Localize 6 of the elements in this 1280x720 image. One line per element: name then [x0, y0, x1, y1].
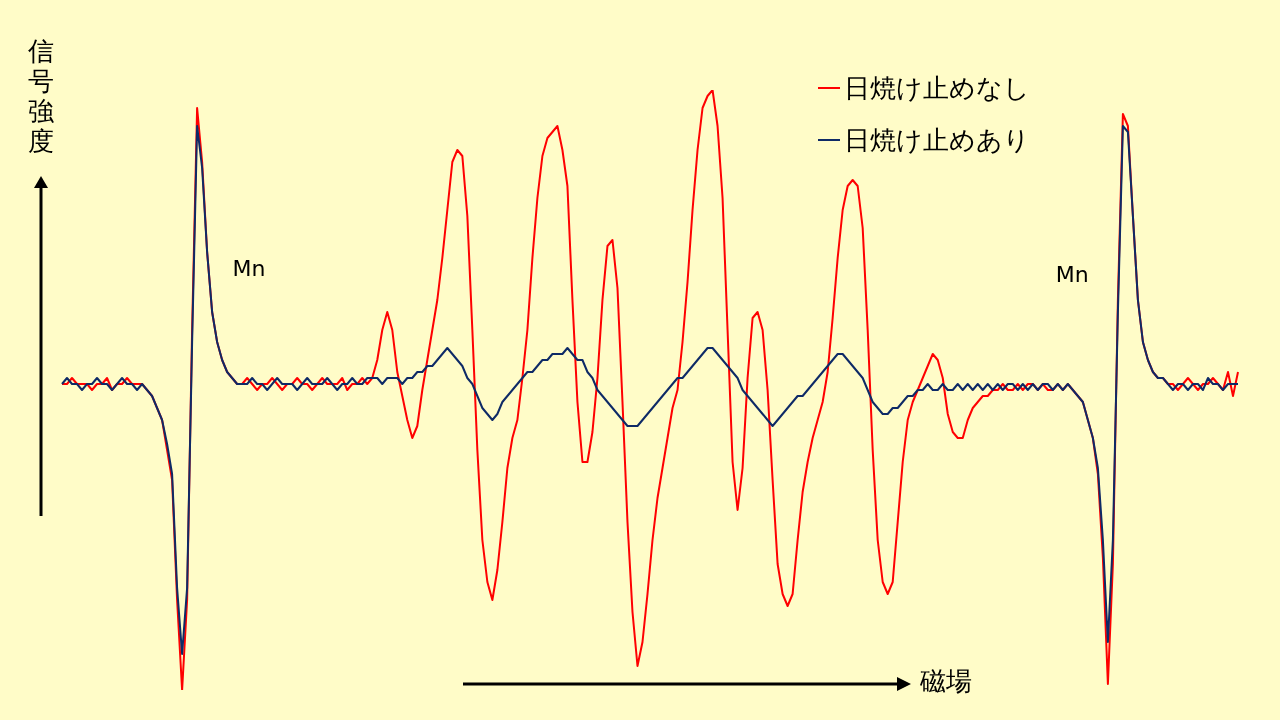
- y-axis-title: 信号強度: [28, 36, 55, 156]
- x-axis-title: 磁場: [920, 665, 972, 698]
- legend-label: 日焼け止めあり: [844, 123, 1030, 157]
- legend-label: 日焼け止めなし: [844, 71, 1030, 105]
- annotation: Mn: [232, 255, 266, 281]
- annotation: Mn: [1055, 261, 1089, 287]
